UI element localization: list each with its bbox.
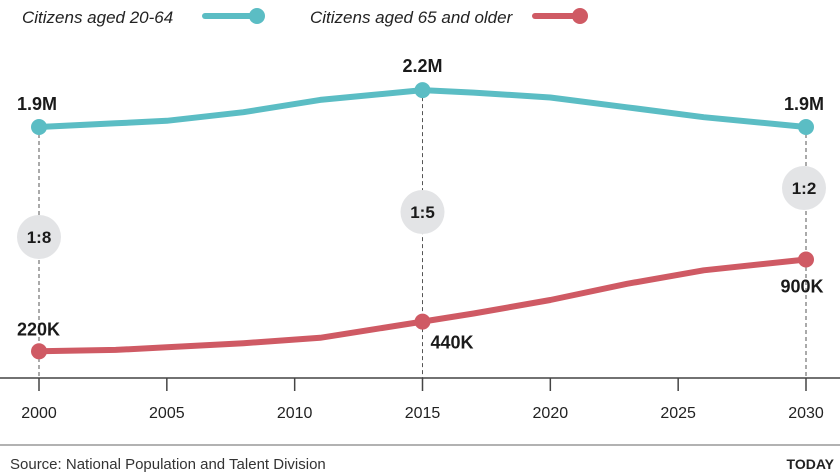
x-tick-label-0: 2000 xyxy=(21,405,57,422)
data-label-1: 2.2M xyxy=(402,56,442,76)
series-line-1 xyxy=(36,256,809,355)
legend: Citizens aged 20-64 Citizens aged 65 and… xyxy=(22,8,588,27)
legend-marker-working-age xyxy=(249,8,265,24)
data-label-3: 220K xyxy=(17,319,60,339)
x-tick-label-4: 2020 xyxy=(533,405,569,422)
data-point-5 xyxy=(798,251,814,268)
ratio-badge-1 xyxy=(400,190,445,234)
data-label-0: 1.9M xyxy=(17,94,57,114)
x-tick-label-3: 2015 xyxy=(405,405,441,422)
ratio-badge-2 xyxy=(782,166,826,210)
publisher-brand: TODAY xyxy=(787,456,835,472)
x-axis-ticks: 2000 2005 2010 2015 2020 2025 2030 xyxy=(21,378,824,422)
legend-label-working-age: Citizens aged 20-64 xyxy=(22,8,173,27)
data-markers xyxy=(31,82,814,360)
x-tick-label-6: 2030 xyxy=(788,405,824,422)
source-note: Source: National Population and Talent D… xyxy=(10,456,326,473)
data-point-4 xyxy=(414,313,431,330)
data-label-5: 900K xyxy=(780,277,823,297)
ratio-label-1: 1:5 xyxy=(410,203,435,222)
data-labels: 1.9M 2.2M 1.9M 220K 440K 900K xyxy=(17,56,824,353)
series-lines xyxy=(36,87,809,355)
data-point-2 xyxy=(798,119,814,135)
data-point-3 xyxy=(31,343,47,360)
data-point-1 xyxy=(414,82,431,99)
data-label-2: 1.9M xyxy=(784,94,824,114)
ratio-label-2: 1:2 xyxy=(792,179,817,198)
ratio-badges: 1:8 1:5 1:2 xyxy=(17,166,826,259)
series-line-0 xyxy=(36,87,809,130)
data-point-0 xyxy=(31,119,47,135)
x-tick-label-1: 2005 xyxy=(149,405,185,422)
ratio-label-0: 1:8 xyxy=(27,228,52,247)
legend-marker-elderly xyxy=(572,8,588,24)
legend-label-elderly: Citizens aged 65 and older xyxy=(310,8,514,27)
ratio-badge-0 xyxy=(17,215,61,259)
x-tick-label-5: 2025 xyxy=(660,405,696,422)
x-tick-label-2: 2010 xyxy=(277,405,313,422)
reference-lines xyxy=(38,90,807,378)
data-label-4: 440K xyxy=(431,333,474,353)
